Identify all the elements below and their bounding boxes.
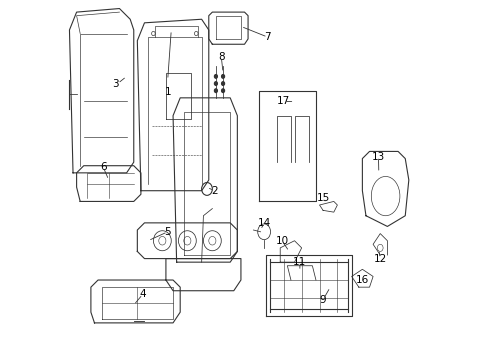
Ellipse shape	[221, 89, 224, 93]
Text: 6: 6	[100, 162, 106, 172]
Ellipse shape	[214, 82, 217, 85]
Text: 4: 4	[139, 289, 146, 299]
Ellipse shape	[214, 75, 217, 78]
Text: 3: 3	[112, 78, 119, 89]
Text: 17: 17	[277, 96, 290, 107]
Text: 8: 8	[218, 52, 224, 62]
Ellipse shape	[221, 75, 224, 78]
Text: 1: 1	[164, 87, 171, 98]
Ellipse shape	[214, 89, 217, 93]
Text: 10: 10	[275, 236, 288, 246]
Text: 9: 9	[319, 295, 325, 305]
Text: 7: 7	[264, 32, 270, 42]
Text: 16: 16	[355, 275, 368, 285]
Text: 5: 5	[164, 227, 171, 237]
Text: 14: 14	[257, 218, 270, 228]
Text: 2: 2	[210, 186, 217, 196]
Text: 12: 12	[373, 253, 386, 264]
Ellipse shape	[221, 82, 224, 85]
Text: 11: 11	[293, 257, 306, 267]
Text: 13: 13	[371, 152, 384, 162]
Text: 15: 15	[316, 193, 329, 203]
